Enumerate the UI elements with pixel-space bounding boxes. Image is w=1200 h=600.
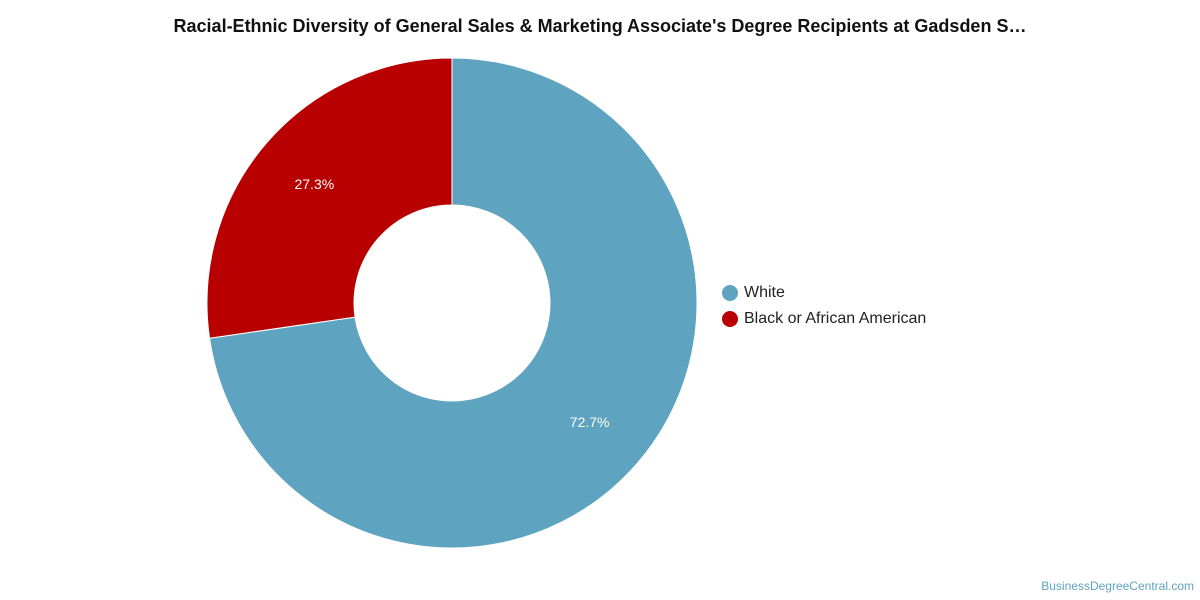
watermark[interactable]: BusinessDegreeCentral.com [1041, 579, 1194, 593]
legend-swatch-white [722, 285, 738, 301]
chart-title: Racial-Ethnic Diversity of General Sales… [173, 16, 1027, 36]
legend-swatch-black-or-african-american [722, 311, 738, 327]
legend-item-black-or-african-american[interactable]: Black or African American [722, 306, 926, 332]
legend: White Black or African American [722, 280, 926, 332]
legend-label-white: White [744, 284, 785, 301]
slice-black-or-african-american[interactable] [206, 57, 453, 339]
legend-item-white[interactable]: White [722, 280, 926, 306]
slice-label-black-or-african-american: 27.3% [294, 176, 334, 192]
slice-label-white: 72.7% [570, 414, 610, 430]
slice-white[interactable] [208, 57, 698, 549]
legend-label-black-or-african-american: Black or African American [744, 310, 927, 327]
